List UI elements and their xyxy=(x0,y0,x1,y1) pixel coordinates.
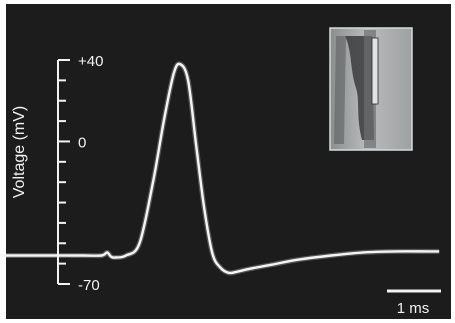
y-tick-labels: +40 0 -70 xyxy=(78,53,103,294)
voltage-trace-line xyxy=(0,62,440,275)
voltage-trace-series xyxy=(0,61,440,276)
y-tick-label: 0 xyxy=(78,134,86,151)
y-axis-label: Voltage (mV) xyxy=(11,106,28,198)
micrograph-inset xyxy=(329,27,413,151)
y-axis xyxy=(57,59,70,285)
scale-bar-label: 1 ms xyxy=(397,300,430,317)
scale-bar: 1 ms xyxy=(387,289,441,317)
y-tick-label: +40 xyxy=(78,53,103,70)
y-tick-label: -70 xyxy=(78,277,100,294)
